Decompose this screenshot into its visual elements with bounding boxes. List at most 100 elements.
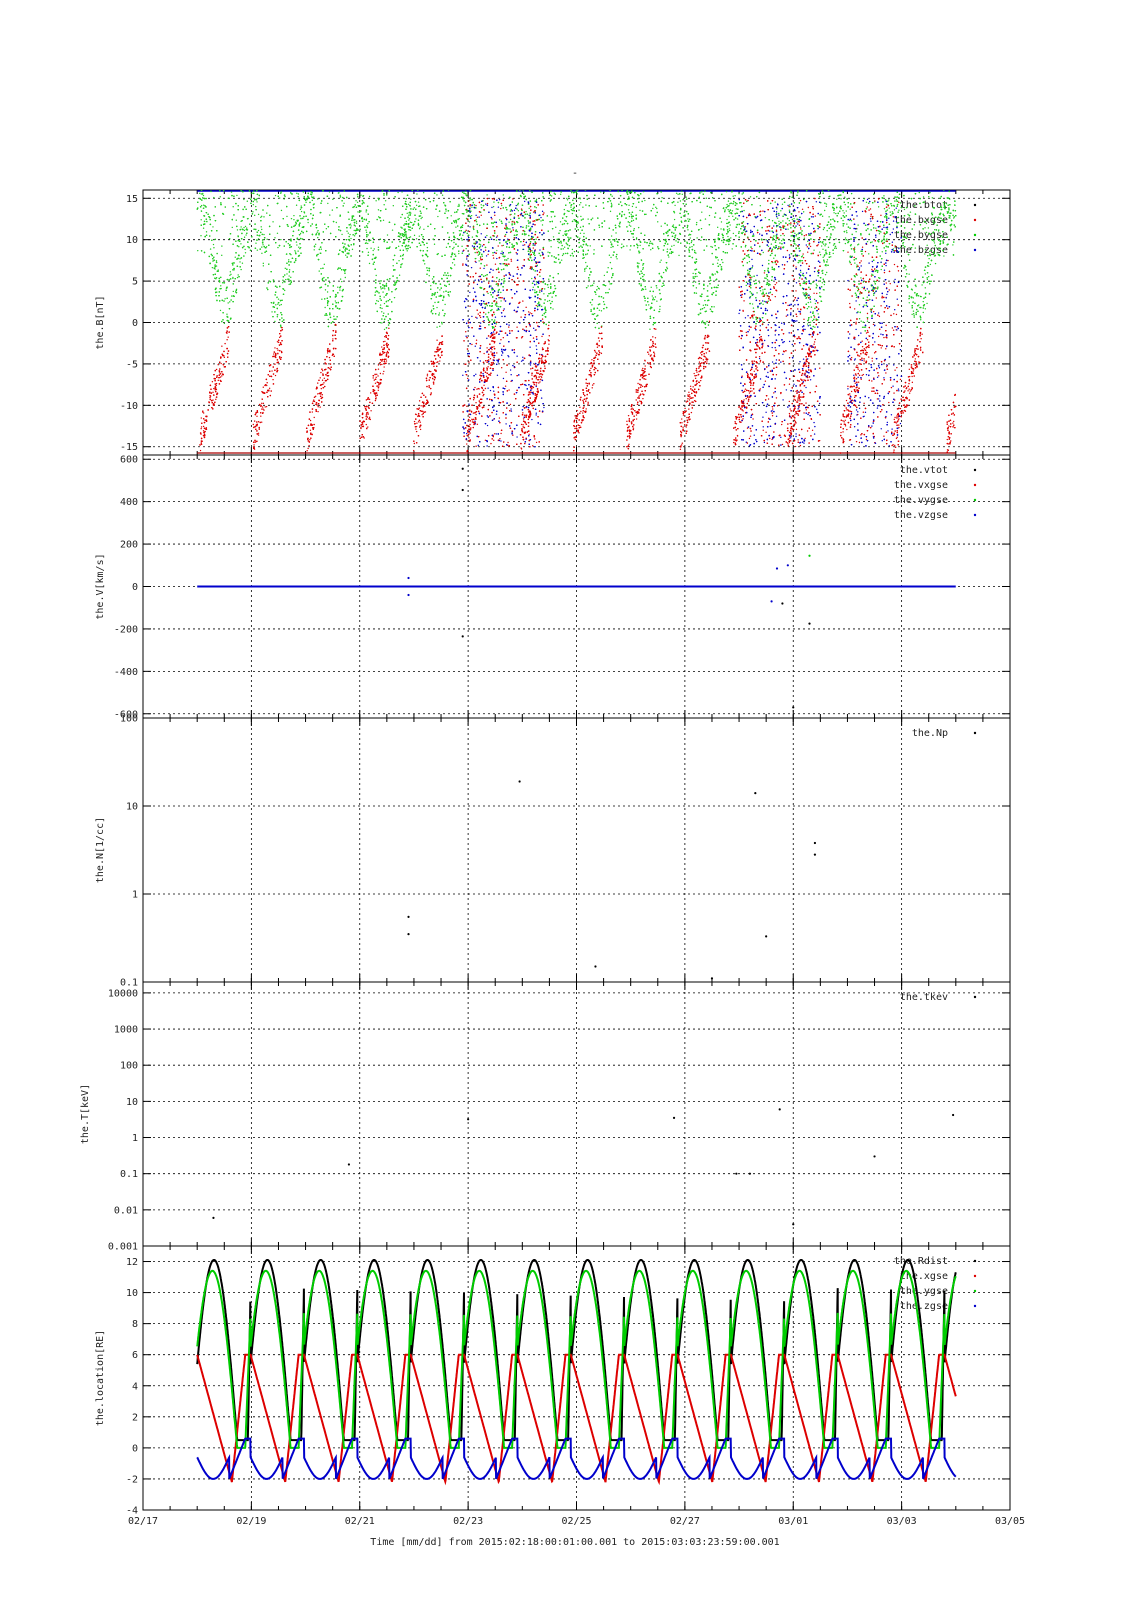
y-tick-label: 1000 (114, 1025, 138, 1036)
y-tick-label: 10 (126, 1097, 138, 1108)
series-bzgse (462, 198, 903, 448)
legend-entry: the.ygse (900, 1286, 948, 1297)
data-point (407, 933, 410, 936)
legend-marker (973, 483, 977, 487)
panel-1: 15 10 5 0 -5 -10 -15 the.B[nT] the.btot the.bxgse… (95, 189, 1011, 456)
legend-entry: the.Rdist (894, 1256, 948, 1267)
data-point (786, 564, 789, 567)
data-point (754, 792, 757, 795)
legend-marker (973, 248, 977, 252)
x-tick-label: 02/21 (345, 1516, 375, 1527)
y-axis-label: the.T[keV] (80, 1084, 91, 1144)
y-tick-label: 15 (126, 194, 138, 205)
y-tick-label: 600 (120, 455, 138, 466)
y-tick-label: 1 (132, 1133, 138, 1144)
legend-entry: the.btot (900, 200, 948, 211)
y-tick-label: 2 (132, 1412, 138, 1423)
y-tick-label: 10 (126, 802, 138, 813)
legend-entry: the.bzgse (894, 245, 948, 256)
data-point (212, 1216, 215, 1219)
y-axis-label: the.B[nT] (95, 295, 106, 349)
y-tick-label: 0.001 (108, 1242, 138, 1253)
x-tick-label: 02/19 (236, 1516, 266, 1527)
series-line (196, 1353, 957, 1486)
data-point (710, 977, 714, 980)
data-point (813, 841, 817, 845)
y-axis-label: the.V[km/s] (95, 553, 106, 619)
y-tick-label: 0 (132, 318, 138, 329)
data-point (952, 1113, 955, 1117)
plot-area (212, 1108, 955, 1226)
x-tick-label: 02/27 (670, 1516, 700, 1527)
x-tick-label: 03/05 (995, 1516, 1025, 1527)
panels-group: 151050-5-10-15the.B[nT]the.btotthe.bxgse… (80, 189, 1011, 1517)
legend-marker (973, 731, 977, 735)
y-tick-label: 0 (132, 1443, 138, 1454)
panel-4: 10000 1000 100 10 1 0.1 0.01 0.001 the.T[keV] the… (80, 981, 1011, 1253)
data-point (461, 467, 464, 470)
data-point (748, 1172, 752, 1175)
legend-marker (973, 203, 977, 207)
legend-marker (973, 1259, 977, 1263)
y-tick-label: 8 (132, 1319, 138, 1330)
y-tick-label: 400 (120, 497, 138, 508)
legend-marker (973, 498, 977, 502)
data-point (407, 576, 410, 580)
x-tick-label: 02/23 (453, 1516, 483, 1527)
data-point (461, 635, 464, 638)
legend-entry: the.vtot (900, 465, 948, 476)
x-axis-label: Time [mm/dd] from 2015:02:18:00:01:00.00… (370, 1537, 779, 1548)
data-point (347, 1163, 351, 1166)
figure-title: - (572, 168, 578, 179)
y-axis-label: the.location[RE] (95, 1330, 106, 1426)
data-point (594, 965, 597, 968)
y-tick-label: 100 (120, 1061, 138, 1072)
legend-entry: the.tkev (900, 992, 948, 1003)
legend-marker (973, 513, 977, 517)
plot-area (197, 467, 956, 709)
data-point (792, 706, 795, 709)
data-point (778, 1108, 781, 1111)
y-tick-label: -600 (114, 709, 138, 720)
x-tick-label: 02/17 (128, 1516, 158, 1527)
legend-marker (973, 1289, 977, 1293)
y-tick-label: -2 (126, 1474, 138, 1485)
y-tick-label: 10 (126, 235, 138, 246)
x-tick-label: 02/25 (561, 1516, 591, 1527)
legend-entry: the.bygse (894, 230, 948, 241)
legend-marker (973, 233, 977, 237)
y-axis-label: the.N[1/cc] (95, 817, 106, 883)
y-tick-label: -15 (120, 442, 138, 453)
y-tick-label: 6 (132, 1350, 138, 1361)
legend-marker (973, 468, 977, 472)
data-point (407, 915, 410, 918)
series-bygse (196, 190, 957, 332)
data-point (873, 1155, 876, 1158)
legend-marker (973, 995, 977, 999)
plot-area (407, 780, 817, 980)
legend-entry: the.vygse (894, 495, 948, 506)
legend-entry: the.vzgse (894, 510, 948, 521)
plot-area (196, 190, 957, 454)
plot-area (196, 1259, 957, 1486)
y-tick-label: 100 (120, 714, 138, 725)
data-point (792, 1223, 795, 1226)
x-axis-tick-labels: 02/17 02/19 02/21 02/23 02/25 02/27 03/01 03/03… (128, 1516, 1025, 1527)
data-point (518, 780, 521, 783)
y-tick-label: 4 (132, 1381, 138, 1392)
y-tick-label: -10 (120, 401, 138, 412)
legend-marker (973, 218, 977, 222)
y-tick-label: 10000 (108, 988, 138, 999)
data-point (461, 488, 464, 492)
y-tick-label: 10 (126, 1288, 138, 1299)
panel-5: 12 10 8 6 4 2 0 -2 -4 the.location[RE] the.Rdist th… (95, 1245, 1011, 1517)
series-bxgse (199, 197, 957, 454)
y-tick-label: 12 (126, 1257, 138, 1268)
y-tick-label: -5 (126, 359, 138, 370)
y-tick-label: 0 (132, 582, 138, 593)
y-tick-label: 200 (120, 540, 138, 551)
y-tick-label: 0.01 (114, 1205, 138, 1216)
legend-marker (973, 1274, 977, 1278)
data-point (813, 853, 817, 856)
